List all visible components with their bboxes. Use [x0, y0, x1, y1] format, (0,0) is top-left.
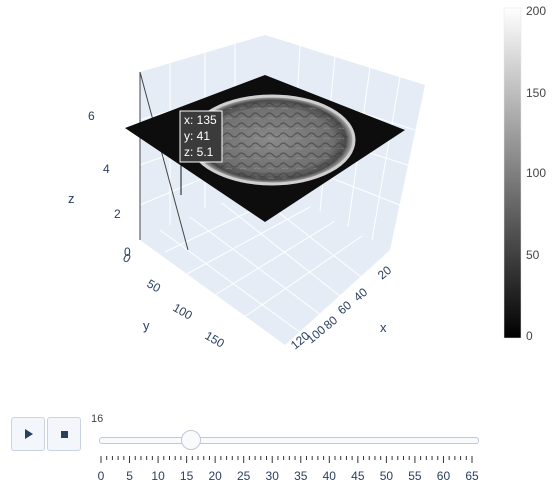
z-axis-title: z [68, 191, 75, 206]
box-edges [139, 71, 189, 251]
z-tick: 4 [103, 162, 110, 176]
slider-tick-label: 45 [351, 469, 365, 483]
y-tick: 100 [171, 300, 196, 322]
slider-tick-label: 5 [126, 469, 133, 483]
slider-tick-label: 35 [294, 469, 308, 483]
slider-tick-label: 15 [180, 469, 194, 483]
colorbar-tick: 0 [526, 329, 533, 343]
colorbar-tick: 150 [526, 86, 546, 100]
y-tick: 0 [121, 250, 134, 266]
hover-y: y: 41 [184, 129, 210, 143]
colorbar-tick: 50 [526, 248, 540, 262]
slider-tick-label: 30 [266, 469, 280, 483]
slider-tick-label: 10 [151, 469, 165, 483]
hover-tooltip: x: 135 y: 41 z: 5.1 [179, 110, 223, 195]
play-button[interactable] [11, 417, 45, 451]
slider-tick-label: 60 [437, 469, 451, 483]
slider-tick-label: 0 [98, 469, 105, 483]
slider-tick-label: 55 [408, 469, 422, 483]
slider-handle[interactable] [180, 430, 201, 450]
stop-button[interactable] [47, 417, 81, 451]
brain-folds [196, 101, 348, 179]
z-tick: 0 [124, 245, 131, 259]
y-axis-title: y [143, 318, 150, 333]
hover-z: z: 5.1 [184, 145, 214, 159]
y-tick: 50 [145, 276, 164, 295]
floor [140, 180, 390, 345]
slider-tick-label: 20 [208, 469, 222, 483]
slider-current-value: 16 [91, 413, 104, 425]
colorbar: 200 150 100 50 0 [503, 4, 546, 343]
z-axis-ticks: 6 4 2 0 z [68, 109, 131, 259]
colorbar-gradient [503, 7, 522, 339]
z-tick: 6 [88, 109, 95, 123]
z-tick: 2 [114, 207, 121, 221]
3d-scene[interactable]: 6 4 2 0 z 0 50 100 150 y 20 40 60 80 100… [0, 0, 500, 360]
hover-box [179, 110, 223, 163]
colorbar-tick: 100 [526, 166, 546, 180]
x-axis-title: x [380, 320, 387, 335]
slider-tick-label: 25 [237, 469, 251, 483]
play-icon [25, 429, 33, 439]
stop-icon [60, 430, 68, 438]
x-tick: 40 [351, 285, 370, 305]
slider-tick-label: 65 [465, 469, 479, 483]
x-tick: 20 [375, 263, 394, 283]
slider-tick-label: 40 [323, 469, 337, 483]
colorbar-tick: 200 [526, 4, 546, 18]
slider-track[interactable] [99, 437, 479, 444]
slider-tick-label: 50 [380, 469, 394, 483]
x-tick: 60 [335, 298, 354, 318]
slider-ticks: 0 5 10 15 20 25 30 35 40 45 50 55 60 65 [98, 456, 479, 483]
hover-x: x: 135 [184, 113, 217, 127]
y-tick: 150 [203, 328, 228, 350]
